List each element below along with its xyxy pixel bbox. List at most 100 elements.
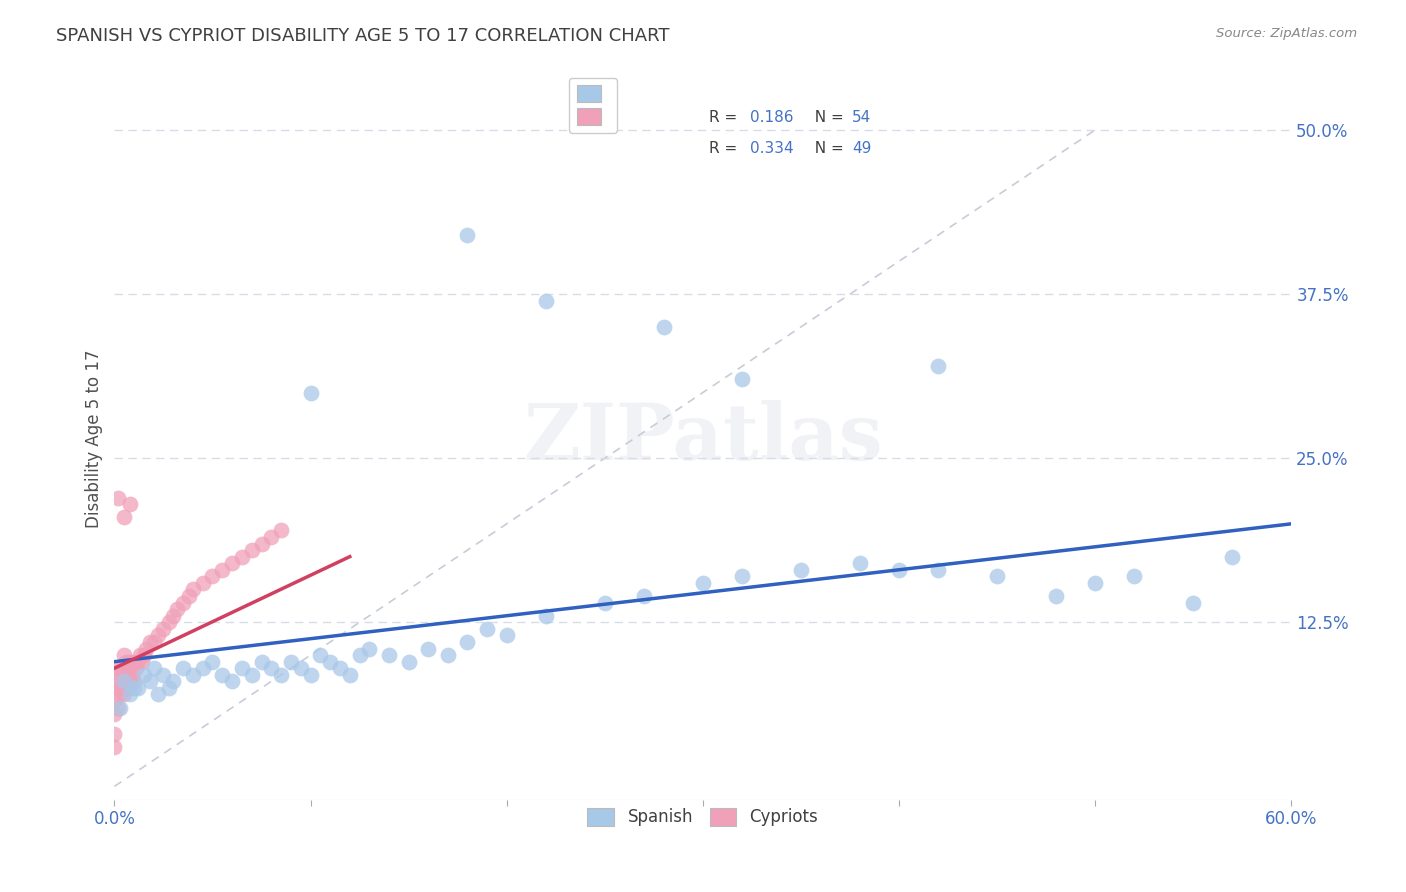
Point bbox=[633, 589, 655, 603]
Point bbox=[191, 575, 214, 590]
Point bbox=[125, 661, 148, 675]
Point bbox=[221, 674, 243, 689]
Point bbox=[221, 556, 243, 570]
Point bbox=[849, 556, 872, 570]
Point bbox=[191, 661, 214, 675]
Point bbox=[1222, 549, 1244, 564]
Point bbox=[731, 569, 754, 583]
Text: R =: R = bbox=[709, 141, 742, 156]
Point bbox=[162, 674, 184, 689]
Point bbox=[111, 661, 134, 675]
Text: N =: N = bbox=[806, 110, 849, 125]
Point bbox=[378, 648, 401, 662]
Point bbox=[437, 648, 460, 662]
Text: 54: 54 bbox=[852, 110, 872, 125]
Point bbox=[201, 569, 224, 583]
Point bbox=[456, 227, 478, 242]
Point bbox=[132, 648, 155, 662]
Point bbox=[172, 661, 194, 675]
Point bbox=[117, 681, 139, 695]
Point bbox=[152, 668, 174, 682]
Point bbox=[162, 608, 184, 623]
Point bbox=[475, 622, 498, 636]
Point bbox=[181, 582, 204, 597]
Point bbox=[166, 602, 188, 616]
Point bbox=[534, 293, 557, 308]
Point bbox=[692, 575, 714, 590]
Point bbox=[138, 674, 160, 689]
Point bbox=[270, 668, 292, 682]
Point bbox=[211, 563, 233, 577]
Point bbox=[887, 563, 910, 577]
Point bbox=[181, 668, 204, 682]
Text: 49: 49 bbox=[852, 141, 872, 156]
Point bbox=[1123, 569, 1146, 583]
Point bbox=[201, 655, 224, 669]
Point bbox=[157, 681, 180, 695]
Point bbox=[138, 635, 160, 649]
Point bbox=[120, 655, 142, 669]
Point bbox=[122, 674, 145, 689]
Point bbox=[593, 596, 616, 610]
Point bbox=[107, 681, 129, 695]
Point bbox=[731, 372, 754, 386]
Point bbox=[120, 497, 142, 511]
Point bbox=[115, 674, 138, 689]
Point bbox=[121, 668, 143, 682]
Point bbox=[534, 608, 557, 623]
Point bbox=[135, 641, 157, 656]
Point bbox=[398, 655, 420, 669]
Point bbox=[110, 700, 132, 714]
Y-axis label: Disability Age 5 to 17: Disability Age 5 to 17 bbox=[86, 350, 103, 528]
Point bbox=[127, 681, 149, 695]
Point bbox=[280, 655, 302, 669]
Point bbox=[290, 661, 312, 675]
Point bbox=[112, 674, 135, 689]
Point bbox=[319, 655, 342, 669]
Point bbox=[652, 319, 675, 334]
Point bbox=[231, 661, 253, 675]
Text: 0.334: 0.334 bbox=[749, 141, 793, 156]
Point bbox=[103, 739, 125, 754]
Point bbox=[152, 622, 174, 636]
Point bbox=[790, 563, 813, 577]
Point bbox=[260, 661, 283, 675]
Point bbox=[103, 727, 125, 741]
Point bbox=[299, 385, 322, 400]
Text: Source: ZipAtlas.com: Source: ZipAtlas.com bbox=[1216, 27, 1357, 40]
Point bbox=[309, 648, 332, 662]
Point bbox=[103, 674, 125, 689]
Point bbox=[103, 694, 125, 708]
Point bbox=[250, 655, 273, 669]
Point bbox=[157, 615, 180, 630]
Point bbox=[142, 635, 165, 649]
Point bbox=[129, 648, 152, 662]
Point bbox=[260, 530, 283, 544]
Point bbox=[146, 628, 169, 642]
Point bbox=[112, 688, 135, 702]
Legend: Spanish, Cypriots: Spanish, Cypriots bbox=[579, 799, 827, 835]
Text: 0.186: 0.186 bbox=[749, 110, 793, 125]
Text: N =: N = bbox=[806, 141, 849, 156]
Point bbox=[131, 655, 153, 669]
Point bbox=[120, 688, 142, 702]
Point bbox=[349, 648, 371, 662]
Point bbox=[115, 655, 138, 669]
Point bbox=[122, 681, 145, 695]
Point bbox=[146, 688, 169, 702]
Point bbox=[339, 668, 361, 682]
Point bbox=[456, 635, 478, 649]
Point bbox=[103, 707, 125, 722]
Point bbox=[495, 628, 517, 642]
Point bbox=[1045, 589, 1067, 603]
Point bbox=[927, 359, 949, 374]
Point bbox=[1084, 575, 1107, 590]
Point bbox=[110, 668, 132, 682]
Point bbox=[107, 661, 129, 675]
Point bbox=[1182, 596, 1205, 610]
Point bbox=[231, 549, 253, 564]
Text: SPANISH VS CYPRIOT DISABILITY AGE 5 TO 17 CORRELATION CHART: SPANISH VS CYPRIOT DISABILITY AGE 5 TO 1… bbox=[56, 27, 669, 45]
Point bbox=[132, 668, 155, 682]
Point bbox=[127, 655, 149, 669]
Point bbox=[299, 668, 322, 682]
